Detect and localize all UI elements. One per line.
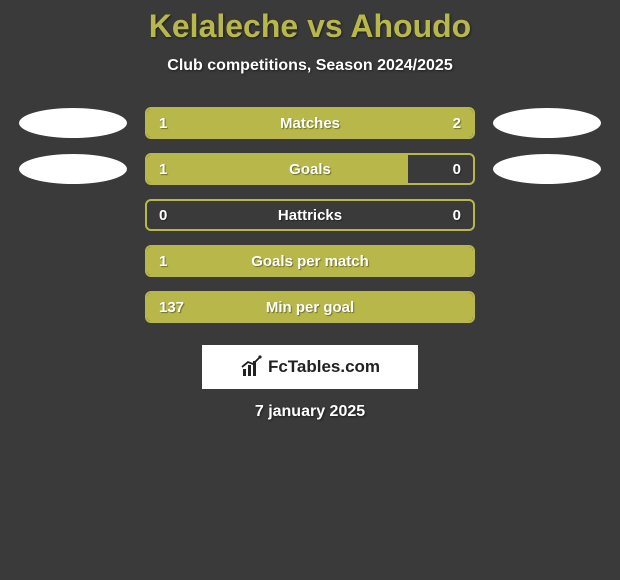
stat-row: 137 Min per goal	[19, 291, 601, 323]
player-marker-right	[493, 108, 601, 138]
stat-row: 1 Goals per match	[19, 245, 601, 277]
stat-bar: 1 Goals per match	[145, 245, 475, 277]
stat-label: Matches	[280, 115, 340, 132]
stat-row: 1 0 Goals	[19, 153, 601, 185]
stat-bar: 1 0 Goals	[145, 153, 475, 185]
stat-row: 0 0 Hattricks	[19, 199, 601, 231]
stat-row: 1 2 Matches	[19, 107, 601, 139]
stat-value-left: 1	[159, 253, 167, 270]
stat-label: Min per goal	[266, 299, 354, 316]
player-marker-right	[493, 154, 601, 184]
stat-bar: 1 2 Matches	[145, 107, 475, 139]
stat-value-left: 137	[159, 299, 184, 316]
stat-value-left: 0	[159, 207, 167, 224]
stat-value-right: 0	[453, 207, 461, 224]
stat-label: Goals per match	[251, 253, 369, 270]
stat-label: Goals	[289, 161, 331, 178]
page-title: Kelaleche vs Ahoudo	[149, 8, 471, 45]
stat-value-right: 0	[453, 161, 461, 178]
player-marker-left	[19, 108, 127, 138]
logo-box: FcTables.com	[202, 345, 418, 389]
logo-text: FcTables.com	[268, 357, 380, 377]
bar-fill-left	[147, 155, 408, 183]
stat-label: Hattricks	[278, 207, 342, 224]
comparison-container: Kelaleche vs Ahoudo Club competitions, S…	[0, 0, 620, 421]
chart-icon	[240, 355, 264, 379]
stat-value-right: 2	[453, 115, 461, 132]
stat-value-left: 1	[159, 115, 167, 132]
stats-list: 1 2 Matches 1 0 Goals 0 0 Hattricks 1 Goals per ma…	[19, 107, 601, 337]
date-label: 7 january 2025	[255, 403, 365, 421]
stat-bar: 137 Min per goal	[145, 291, 475, 323]
page-subtitle: Club competitions, Season 2024/2025	[167, 57, 452, 75]
stat-bar: 0 0 Hattricks	[145, 199, 475, 231]
stat-value-left: 1	[159, 161, 167, 178]
player-marker-left	[19, 154, 127, 184]
